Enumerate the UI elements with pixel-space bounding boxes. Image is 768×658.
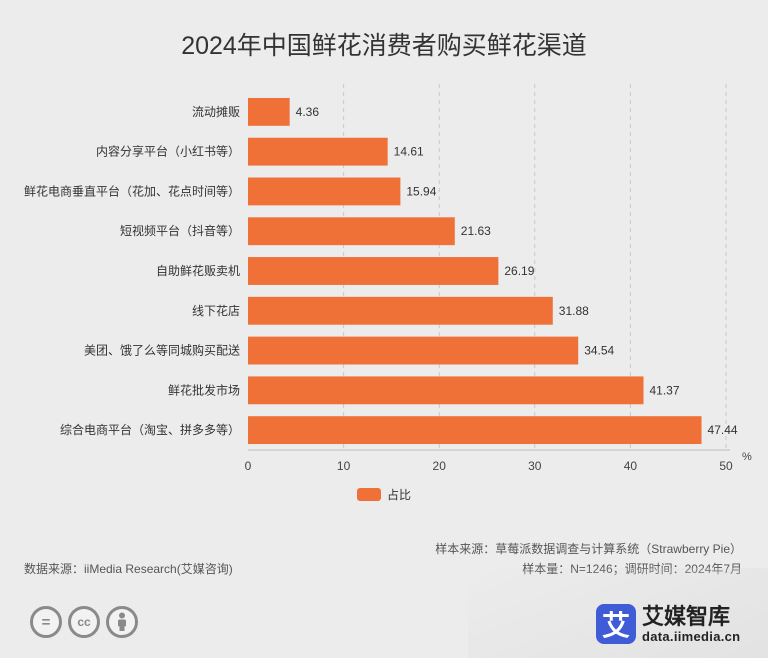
value-labels: 4.36 14.61 15.94 21.63 26.19 31.88 34.54 41.37 4… bbox=[296, 105, 738, 437]
brand-logo-block: 艾 艾媒智库 data.iimedia.cn bbox=[596, 604, 740, 644]
brand-url: data.iimedia.cn bbox=[642, 628, 741, 644]
category-label: 内容分享平台（小红书等） bbox=[96, 144, 240, 159]
tick-label: 0 bbox=[245, 459, 252, 473]
tick-label: 30 bbox=[528, 459, 542, 473]
bar bbox=[248, 217, 455, 246]
value-label: 14.61 bbox=[394, 145, 424, 159]
tick-label: 40 bbox=[624, 459, 638, 473]
bar bbox=[248, 376, 644, 405]
equals-icon: = bbox=[30, 606, 62, 638]
bar bbox=[248, 336, 579, 365]
tick-label: 10 bbox=[337, 459, 351, 473]
bars bbox=[248, 97, 702, 445]
brand-logo-icon: 艾 bbox=[596, 604, 636, 644]
tick-label: 20 bbox=[433, 459, 447, 473]
bar bbox=[248, 137, 388, 166]
legend: 占比 bbox=[357, 486, 411, 503]
legend-swatch bbox=[357, 488, 381, 501]
x-axis-unit: % bbox=[742, 451, 752, 463]
sample-source-note: 样本来源：草莓派数据调查与计算系统（Strawberry Pie） bbox=[435, 542, 742, 556]
bar bbox=[248, 97, 290, 126]
bar bbox=[248, 257, 499, 285]
category-label: 线下花店 bbox=[192, 303, 240, 318]
value-label: 15.94 bbox=[406, 184, 436, 198]
chart-title: 2024年中国鲜花消费者购买鲜花渠道 bbox=[181, 32, 587, 60]
value-label: 31.88 bbox=[559, 304, 589, 318]
category-label: 自助鲜花贩卖机 bbox=[156, 263, 240, 278]
category-label: 流动摊贩 bbox=[192, 105, 240, 119]
bar bbox=[248, 296, 553, 325]
value-label: 34.54 bbox=[584, 344, 614, 358]
category-label: 鲜花电商垂直平台（花加、花点时间等） bbox=[24, 183, 240, 198]
category-label: 综合电商平台（淘宝、拼多多等） bbox=[60, 422, 240, 437]
category-label: 鲜花批发市场 bbox=[168, 382, 240, 397]
bar bbox=[248, 177, 401, 206]
data-source-note: 数据来源：iiMedia Research(艾媒咨询) bbox=[24, 562, 233, 576]
bar bbox=[248, 416, 702, 445]
brand-name: 艾媒智库 bbox=[642, 603, 731, 629]
person-icon bbox=[106, 606, 138, 638]
category-label: 美团、饿了么等同城购买配送 bbox=[84, 343, 240, 358]
tick-label: 50 bbox=[719, 459, 733, 473]
value-label: 4.36 bbox=[296, 105, 320, 119]
value-label: 41.37 bbox=[649, 383, 679, 397]
cc-icon: cc bbox=[68, 606, 100, 638]
value-label: 47.44 bbox=[708, 423, 738, 437]
license-icons: = cc bbox=[30, 606, 138, 638]
category-label: 短视频平台（抖音等） bbox=[120, 223, 240, 238]
value-label: 26.19 bbox=[504, 264, 534, 278]
value-label: 21.63 bbox=[461, 224, 491, 238]
legend-label: 占比 bbox=[387, 488, 412, 502]
x-axis-ticks: 0 10 20 30 40 50 bbox=[245, 459, 733, 473]
